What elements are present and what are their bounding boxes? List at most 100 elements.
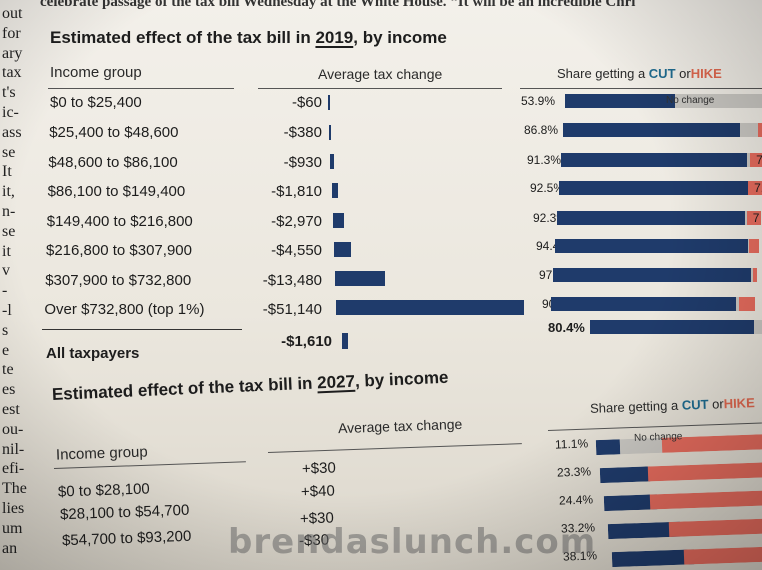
chart1-cut-segment <box>565 94 675 108</box>
chart2-income-group: $54,700 to $93,200 <box>61 527 192 550</box>
chart2-cut-segment <box>611 549 695 568</box>
chart1-hike-pct: 7.3 <box>754 181 762 196</box>
margin-word: - <box>2 282 8 300</box>
chart1-hike-segment <box>757 123 762 138</box>
chart1-cut-segment <box>559 181 748 196</box>
chart1-cut-pct: 53.9% <box>521 94 556 108</box>
chart1-tax-change: -$1,810 <box>271 183 322 200</box>
chart1-cut-pct: 91.3% <box>527 152 562 167</box>
chart2-tax-change: +$40 <box>300 482 336 501</box>
margin-word: ass <box>2 123 22 141</box>
chart1-income-group: $25,400 to $48,600 <box>49 124 179 141</box>
chart1-cut-pct: 86.8% <box>524 123 559 138</box>
margin-word: est <box>2 401 20 418</box>
chart2-title: Estimated effect of the tax bill in 2027… <box>51 367 449 404</box>
chart1-nochange-segment <box>736 296 739 311</box>
chart1-total-group: All taxpayers <box>46 345 140 362</box>
chart1-change-bar <box>336 299 525 315</box>
watermark: brendaslunch.com <box>228 522 597 562</box>
chart1-share-bar <box>563 123 762 138</box>
chart2-income-group: $0 to $28,100 <box>57 480 151 501</box>
chart1-change-bar <box>334 241 351 257</box>
chart2-hike-segment <box>683 545 762 565</box>
chart1-tax-change: -$13,480 <box>262 272 322 289</box>
chart2-share-bar <box>611 545 762 568</box>
chart2-cut-segment <box>599 466 651 484</box>
margin-word: se <box>2 143 16 161</box>
chart1-share-bar <box>553 268 757 283</box>
margin-word: The <box>2 480 27 498</box>
chart1-cut-segment <box>555 239 748 253</box>
chart1-hike-segment <box>746 210 761 225</box>
margin-word: e <box>2 341 10 359</box>
chart2-cut-pct: 23.3% <box>556 464 592 480</box>
chart2-hike-segment <box>647 461 762 482</box>
margin-text-column: out for ary tax t's ic-ass se It it, n-se it v - -l s e… <box>0 0 36 570</box>
chart1-total-nochange-segment <box>754 320 762 334</box>
chart1-col-share: Share getting a CUT orHIKE <box>557 66 722 81</box>
chart1-share-bar <box>557 210 761 225</box>
margin-word: it <box>2 242 11 260</box>
chart1-income-group: $0 to $25,400 <box>50 94 142 111</box>
margin-word: se <box>2 222 16 240</box>
chart1-hike-pct: 7.3 <box>756 152 762 167</box>
margin-word: an <box>2 539 18 557</box>
chart1-hike-segment <box>738 296 755 311</box>
chart1-tax-change: -$4,550 <box>271 242 322 259</box>
chart2-col-income: Income group <box>55 443 149 464</box>
chart1-rule-income <box>48 88 234 89</box>
chart1-hike-segment <box>748 239 759 253</box>
chart2-col-change: Average tax change <box>337 415 463 437</box>
chart1-total-change: -$1,610 <box>281 333 332 350</box>
margin-word: ou- <box>2 420 24 438</box>
chart2-tax-change: +$30 <box>301 459 337 478</box>
chart1-nochange-label: No change <box>666 95 715 106</box>
chart2-rule-change <box>267 443 522 453</box>
chart1-total-share-bar <box>590 320 762 334</box>
chart1-tax-change: -$2,970 <box>271 213 322 230</box>
chart1-cut-pct: 92.5% <box>530 181 565 196</box>
chart1-change-bar <box>332 212 344 228</box>
chart1-change-bar <box>331 183 339 199</box>
chart1-tax-change: -$380 <box>283 124 322 141</box>
chart1-share-bar <box>555 239 759 253</box>
margin-word: -l <box>2 302 12 319</box>
margin-word: for <box>2 24 21 42</box>
margin-word: lies <box>2 500 25 517</box>
chart1-nochange-segment <box>745 210 747 225</box>
margin-word: efi- <box>2 460 25 478</box>
margin-word: n- <box>2 203 16 220</box>
chart2-cut-pct: 11.1% <box>554 436 589 452</box>
margin-word: v <box>2 262 10 280</box>
chart1-tax-change: -$930 <box>283 154 322 171</box>
margin-word: te <box>2 361 14 379</box>
chart1-hike-segment <box>750 152 762 167</box>
chart1-hike-pct: 7 <box>752 210 760 225</box>
chart1-share-bar <box>565 94 762 108</box>
chart1-nochange-segment <box>740 123 758 138</box>
chart1-total-cut-segment <box>590 320 755 334</box>
chart1-change-bar <box>330 154 334 170</box>
chart1-title: Estimated effect of the tax bill in 2019… <box>50 28 447 47</box>
margin-word: it, <box>2 183 15 201</box>
chart2-cut-segment <box>595 439 621 456</box>
margin-word: t's <box>2 84 16 102</box>
chart1-income-group: $149,400 to $216,800 <box>46 213 193 230</box>
chart1-col-change: Average tax change <box>318 66 443 82</box>
chart1-share-bar <box>561 152 762 167</box>
chart1-income-group: $48,600 to $86,100 <box>48 154 178 171</box>
chart2-nochange-label: No change <box>633 431 683 444</box>
chart2-share-bar <box>607 517 762 540</box>
article-snippet: celebrate passage of the tax bill Wednes… <box>40 0 636 10</box>
margin-word: It <box>2 163 12 181</box>
chart2-hike-segment <box>668 517 762 538</box>
margin-word: es <box>2 381 16 399</box>
chart1-total-rule <box>42 329 242 330</box>
chart1-cut-segment <box>557 210 746 225</box>
chart2-cut-pct: 24.4% <box>558 492 594 508</box>
margin-word: um <box>2 519 23 537</box>
chart1-nochange-segment <box>751 268 753 283</box>
chart1-cut-segment <box>551 296 737 311</box>
chart2-share-bar <box>599 461 762 484</box>
